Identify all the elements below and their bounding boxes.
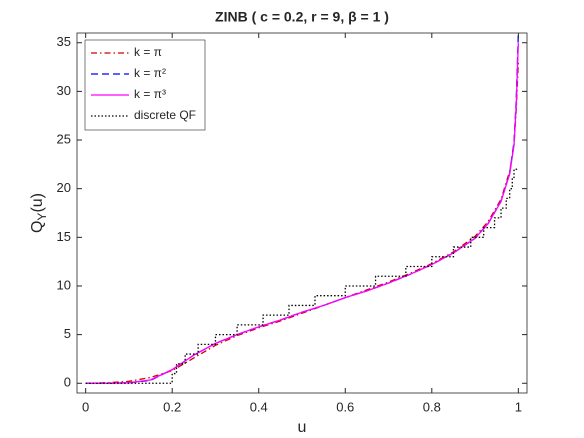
y-tick-label: 20 [57, 180, 71, 195]
series-line [85, 42, 519, 384]
x-tick-label: 0.2 [163, 399, 181, 414]
x-tick-label: 0.8 [423, 399, 441, 414]
x-axis-label: u [298, 419, 307, 436]
legend-label: k = π³ [134, 87, 166, 101]
legend-label: k = π [134, 45, 162, 59]
x-tick-label: 0.6 [336, 399, 354, 414]
legend-label: discrete QF [134, 108, 196, 122]
legend-box [84, 39, 206, 131]
chart-title: ZINB ( c = 0.2, r = 9, β = 1 ) [215, 9, 389, 25]
y-tick-label: 35 [57, 34, 71, 49]
plot-area [85, 33, 519, 384]
y-tick-label: 25 [57, 131, 71, 146]
y-tick-label: 15 [57, 229, 71, 244]
x-tick-label: 0 [82, 399, 89, 414]
y-label-main: Q [29, 221, 46, 233]
y-tick-label: 10 [57, 277, 71, 292]
y-tick-label: 30 [57, 83, 71, 98]
y-tick-label: 5 [64, 326, 71, 341]
axes-box [76, 32, 528, 394]
y-tick-label: 0 [64, 375, 71, 390]
y-axis-label: QY(u) [29, 193, 49, 233]
y-label-sub: Y [35, 213, 49, 221]
legend-label: k = π² [134, 66, 166, 80]
x-tick-label: 1 [515, 399, 522, 414]
y-label-tail: (u) [29, 193, 46, 213]
x-tick-label: 0.4 [250, 399, 268, 414]
